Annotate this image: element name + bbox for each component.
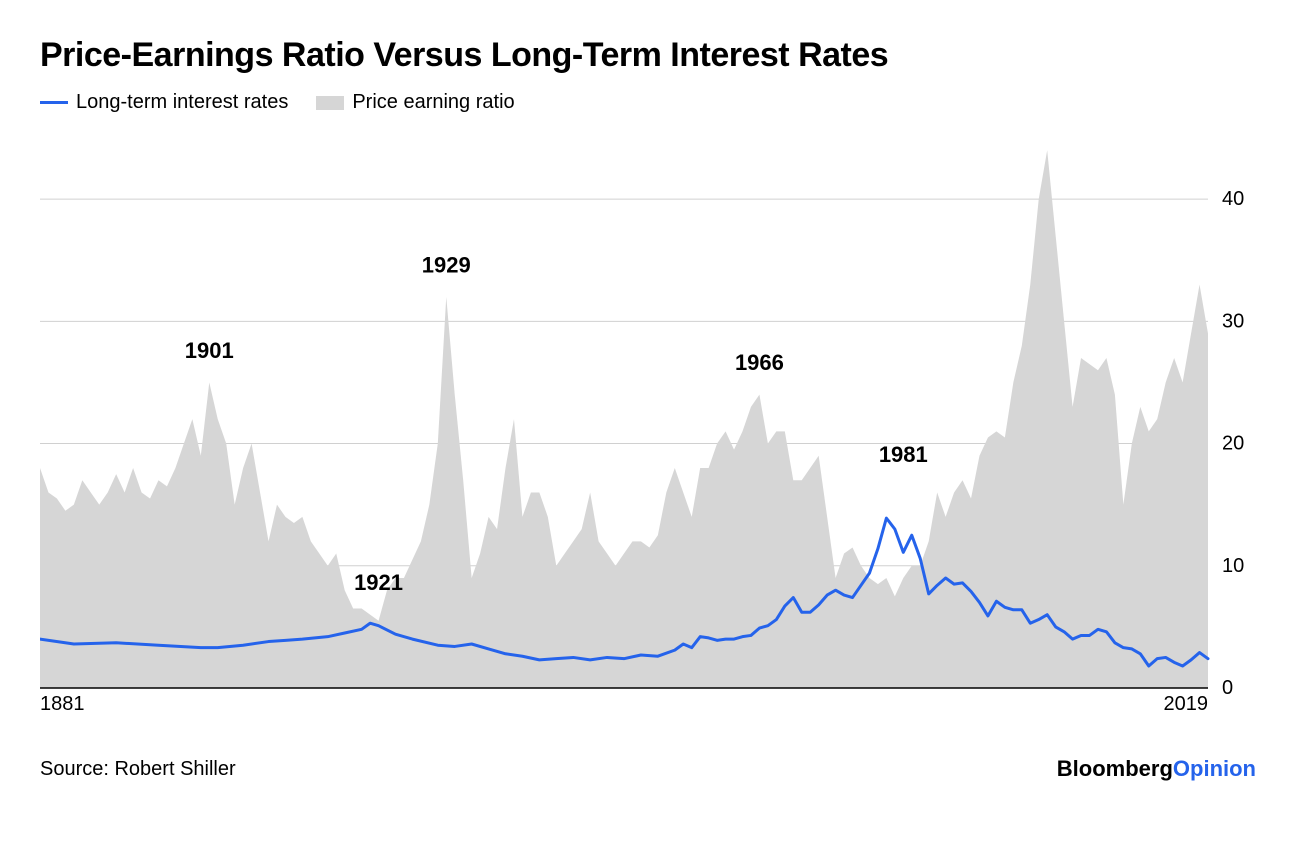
legend-block-swatch — [316, 96, 344, 110]
svg-text:40: 40 — [1222, 188, 1244, 210]
svg-text:1881: 1881 — [40, 693, 85, 712]
legend-line-swatch — [40, 101, 68, 104]
svg-text:0: 0 — [1222, 677, 1233, 699]
chart-title: Price-Earnings Ratio Versus Long-Term In… — [40, 36, 1256, 75]
svg-text:20: 20 — [1222, 433, 1244, 455]
svg-text:1901: 1901 — [185, 338, 234, 363]
plot-area: 0102030401881201919011921192919661981200… — [40, 132, 1256, 712]
legend-item-line: Long-term interest rates — [40, 91, 288, 114]
legend-item-area: Price earning ratio — [316, 91, 514, 114]
svg-text:1981: 1981 — [879, 442, 928, 467]
brand-part-b: Opinion — [1173, 756, 1256, 781]
svg-text:1966: 1966 — [735, 350, 784, 375]
svg-text:2019: 2019 — [1164, 693, 1209, 712]
chart-svg: 0102030401881201919011921192919661981200… — [40, 132, 1256, 712]
svg-text:1921: 1921 — [354, 570, 403, 595]
svg-text:1929: 1929 — [422, 252, 471, 277]
legend-label-1: Long-term interest rates — [76, 91, 288, 114]
brand-logo: BloombergOpinion — [1057, 756, 1256, 782]
legend: Long-term interest rates Price earning r… — [40, 91, 1256, 114]
brand-part-a: Bloomberg — [1057, 756, 1173, 781]
chart-container: Price-Earnings Ratio Versus Long-Term In… — [0, 0, 1296, 846]
source-text: Source: Robert Shiller — [40, 758, 236, 781]
legend-label-2: Price earning ratio — [352, 91, 514, 114]
footer: Source: Robert Shiller BloombergOpinion — [40, 756, 1256, 782]
svg-text:10: 10 — [1222, 555, 1244, 577]
svg-text:30: 30 — [1222, 310, 1244, 332]
